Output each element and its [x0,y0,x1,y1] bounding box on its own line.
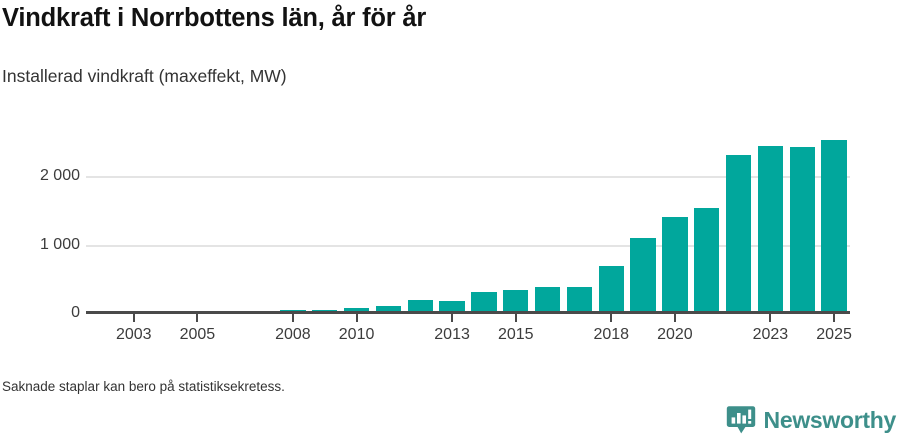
x-axis-tick-label: 2015 [497,326,534,343]
bar[interactable] [757,145,784,313]
y-axis-tick-label: 2 000 [39,167,80,184]
x-axis-tick-label: 2003 [115,326,152,343]
bar[interactable] [407,300,433,313]
bar[interactable] [375,306,402,313]
bar[interactable] [694,208,720,313]
x-axis-tick-mark [769,314,772,322]
bar[interactable] [725,154,752,313]
x-axis-tick-label: 2010 [338,326,375,343]
x-axis-tick-mark [514,314,517,322]
bar[interactable] [566,286,593,313]
gridline [86,176,850,178]
x-axis-tick-mark [132,314,135,322]
chart-plot-area: 0 1 000 2 000 2003 2005 2008 2010 2013 2015 2018… [0,120,900,343]
y-axis-tick-label: 0 [71,304,80,321]
bar[interactable] [821,140,847,313]
x-axis-tick-label: 2013 [434,326,470,343]
gridline [86,244,850,247]
bar[interactable] [662,217,688,313]
bar-series [0,120,900,320]
x-axis-tick-mark [196,314,199,322]
chart-subtitle: Installerad vindkraft (maxeffekt, MW) [2,66,287,86]
bar[interactable] [471,292,497,313]
x-axis-tick-mark [451,314,454,322]
newsworthy-logo[interactable]: Newsworthy [726,404,896,436]
gridlines [0,120,900,320]
x-axis-tick-label: 2020 [657,326,693,343]
x-axis-tick-mark [673,314,676,322]
x-axis-tick-mark [833,314,836,322]
x-axis-tick-label: 2023 [752,326,789,343]
logo-text: Newsworthy [763,406,897,433]
bar[interactable] [630,237,656,313]
bar[interactable] [789,147,815,313]
x-axis-tick-label: 2018 [593,326,630,343]
x-axis-tick-mark [291,314,294,322]
page-title: Vindkraft i Norrbottens län, år för år [2,4,427,32]
x-axis-tick-label: 2005 [179,326,216,343]
x-axis-tick-mark [355,314,358,322]
y-axis-tick-label: 1 000 [39,235,80,253]
chart-note: Saknade staplar kan bero på statistiksek… [2,379,285,394]
bar[interactable] [503,290,529,313]
bar-chart-speech-bubble-icon [726,405,756,435]
bar[interactable] [439,300,465,313]
x-axis-tick-label: 2008 [275,326,311,343]
x-axis-tick-mark [610,314,613,322]
x-axis-line [86,311,850,314]
bar[interactable] [534,286,561,313]
x-axis-tick-label: 2025 [816,326,852,343]
bar[interactable] [343,307,370,313]
bar[interactable] [598,266,624,313]
